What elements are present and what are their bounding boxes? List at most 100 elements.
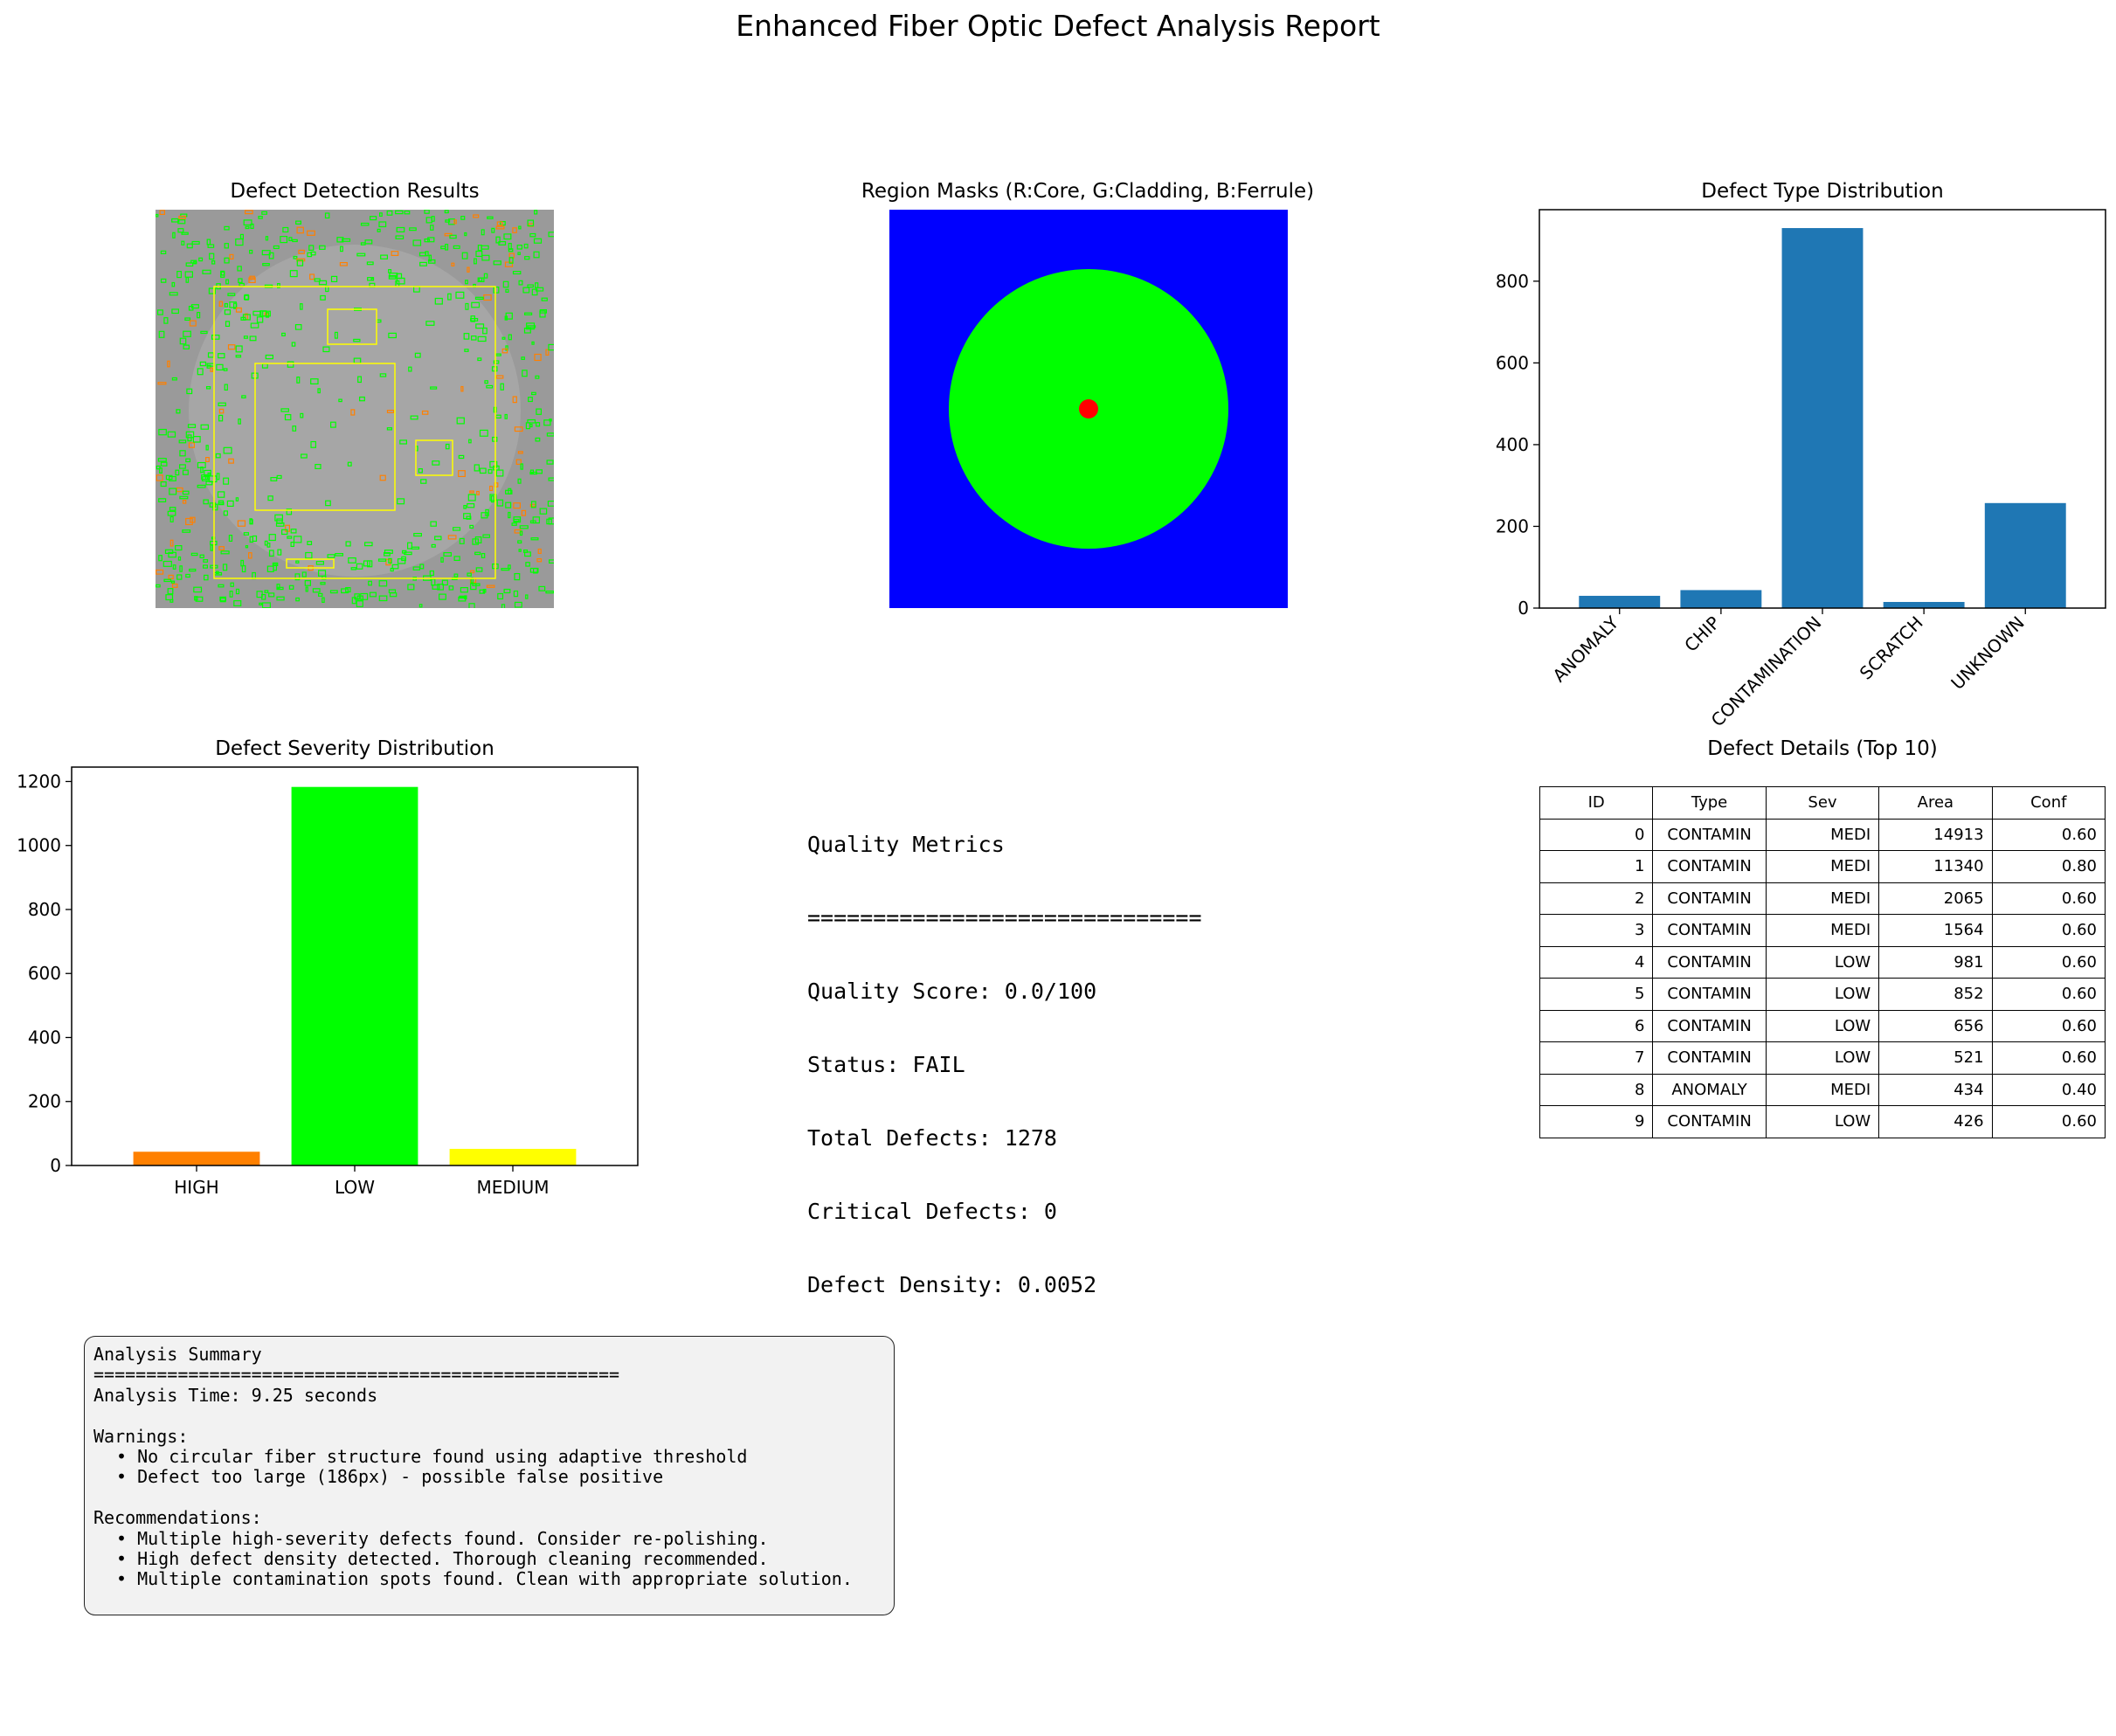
defect-mark xyxy=(529,469,535,474)
defect-mark xyxy=(156,465,161,470)
defect-mark xyxy=(545,349,550,356)
defect-mark xyxy=(498,240,507,246)
defect-mark xyxy=(404,211,411,215)
table-cell: 8 xyxy=(1539,1073,1654,1106)
defect-mark xyxy=(425,321,435,326)
defect-mark xyxy=(238,278,243,284)
defect-mark xyxy=(481,254,490,261)
defect-mark xyxy=(495,353,501,356)
defect-mark xyxy=(475,323,485,329)
defect-mark xyxy=(168,574,174,579)
defect-mark xyxy=(519,525,529,529)
defect-mark xyxy=(364,239,373,245)
defect-mark xyxy=(414,352,421,358)
defect-mark xyxy=(158,555,163,562)
defect-mark xyxy=(181,240,185,246)
defect-mark xyxy=(508,511,511,519)
defect-mark xyxy=(235,345,243,353)
table-cell: 0.40 xyxy=(1991,1073,2106,1106)
defect-mark xyxy=(307,541,313,546)
defect-mark xyxy=(185,277,190,283)
defect-mark xyxy=(360,592,369,600)
defect-mark xyxy=(453,527,461,531)
table-cell: LOW xyxy=(1765,978,1880,1011)
defect-mark xyxy=(529,232,536,238)
defect-mark xyxy=(519,530,523,536)
table-cell: 0.80 xyxy=(1991,850,2106,883)
defect-mark xyxy=(396,277,405,285)
x-tick-label: HIGH xyxy=(174,1177,218,1198)
defect-mark xyxy=(266,312,270,318)
defect-mark xyxy=(197,311,201,319)
defect-mark xyxy=(262,262,270,266)
defect-mark xyxy=(475,250,483,258)
defect-mark xyxy=(515,459,522,466)
defect-mark xyxy=(539,310,546,318)
defect-mark xyxy=(205,386,211,390)
defect-mark xyxy=(334,331,338,339)
defect-mark xyxy=(184,271,194,278)
defect-mark xyxy=(477,245,482,252)
defect-mark xyxy=(178,215,186,219)
defect-mark xyxy=(345,587,351,593)
defect-mark xyxy=(524,256,530,260)
defect-mark xyxy=(310,251,316,256)
table-cell: MEDI xyxy=(1765,818,1880,851)
defect-mark xyxy=(467,572,472,577)
defect-mark xyxy=(546,460,554,465)
defect-mark xyxy=(335,553,344,557)
defect-mark xyxy=(218,408,225,414)
defect-mark xyxy=(475,567,483,572)
defect-mark xyxy=(497,592,504,600)
defect-mark xyxy=(529,471,538,475)
defect-mark xyxy=(488,468,493,474)
defect-mark xyxy=(504,413,508,419)
defect-mark xyxy=(288,584,294,590)
defect-mark xyxy=(208,287,216,294)
table-cell: CONTAMIN xyxy=(1652,882,1767,915)
defect-mark xyxy=(465,302,469,310)
defect-mark xyxy=(216,473,220,481)
defect-mark xyxy=(525,594,529,599)
defect-mark xyxy=(350,409,356,416)
defect-mark xyxy=(536,558,543,563)
defect-mark xyxy=(356,252,366,257)
y-tick-label: 200 xyxy=(1496,515,1529,536)
defect-mark xyxy=(177,228,184,233)
defect-mark xyxy=(220,550,230,555)
defect-mark xyxy=(164,549,174,554)
defect-mark xyxy=(357,376,362,384)
defect-mark xyxy=(514,426,523,432)
defect-mark xyxy=(490,495,494,503)
details-table-title: Defect Details (Top 10) xyxy=(1707,737,1938,760)
defect-mark xyxy=(459,537,465,544)
defect-mark xyxy=(508,488,512,495)
defect-mark xyxy=(341,588,349,594)
defect-mark xyxy=(391,564,399,570)
defect-mark xyxy=(287,536,293,539)
defect-mark xyxy=(223,510,229,516)
table-row: 7 CONTAMIN LOW 521 0.60 xyxy=(1539,1041,2106,1075)
defect-mark xyxy=(432,584,440,590)
defect-mark xyxy=(229,253,234,260)
detection-boxes xyxy=(213,286,496,579)
defect-mark xyxy=(545,591,554,594)
defect-mark xyxy=(239,233,245,239)
defect-mark xyxy=(249,536,253,543)
defect-mark xyxy=(518,225,522,230)
defect-mark xyxy=(377,228,381,232)
defect-mark xyxy=(368,580,372,586)
severity-bar-chart: 0 200 400 600 800 1000 1200 HIGH LOW MEDIUM xyxy=(17,766,639,1198)
defect-mark xyxy=(194,596,198,601)
defect-mark xyxy=(218,414,224,422)
defect-mark xyxy=(295,560,300,564)
defect-mark xyxy=(504,261,514,267)
defect-mark xyxy=(395,235,405,239)
defect-mark xyxy=(356,600,363,607)
table-row: 6 CONTAMIN LOW 656 0.60 xyxy=(1539,1009,2106,1042)
defect-mark xyxy=(183,344,190,349)
defect-mark xyxy=(347,461,352,467)
defect-mark xyxy=(481,229,485,236)
defect-mark xyxy=(261,211,268,215)
